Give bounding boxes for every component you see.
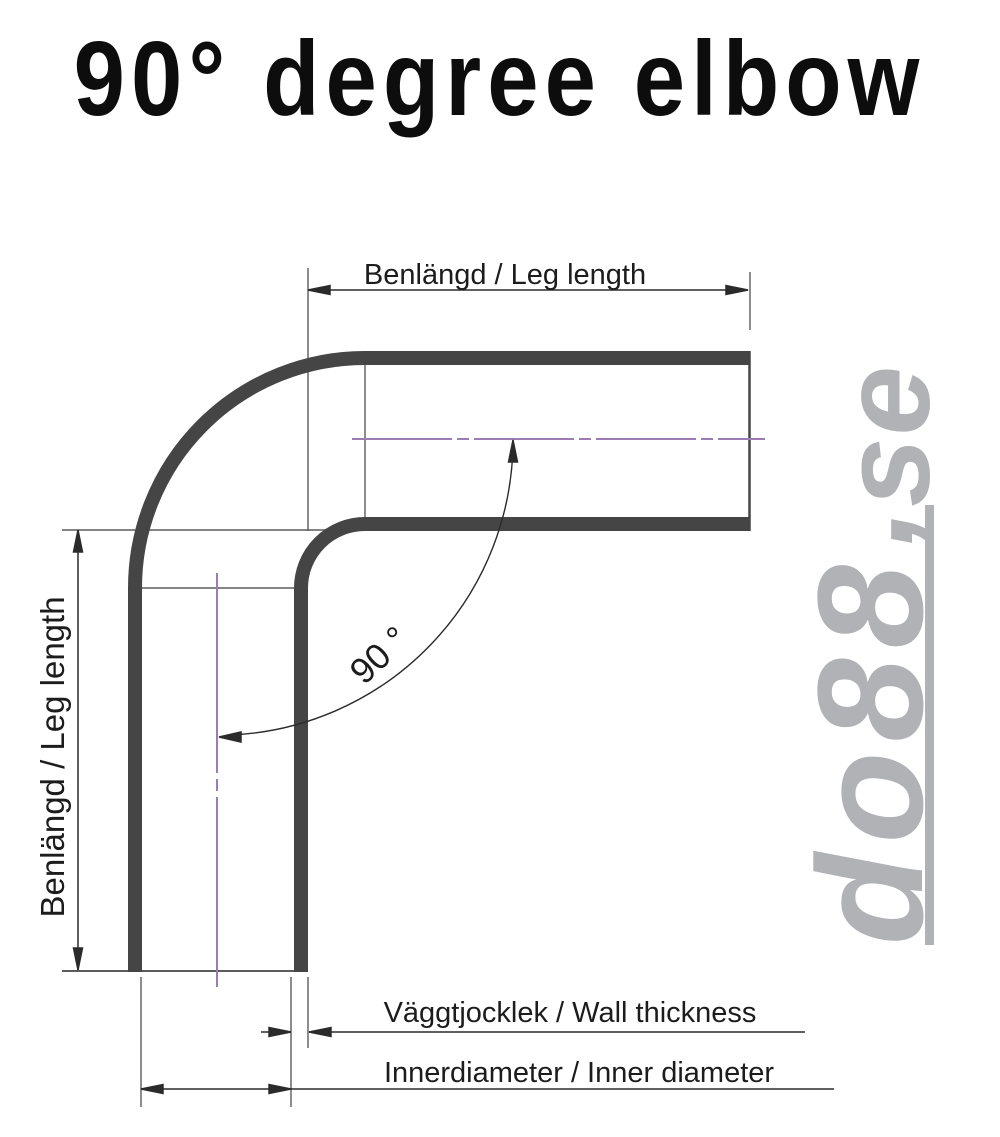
pipe-inner-wall	[294, 517, 750, 972]
dimension-lines	[72, 284, 834, 1095]
left-dim-top-arrowhead	[72, 529, 84, 553]
extension-lines	[62, 268, 751, 1107]
centerlines	[216, 438, 765, 987]
elbow-pipe	[128, 351, 751, 972]
angle-arc-top-arrowhead	[507, 439, 519, 463]
watermark-logo: do88 , se	[785, 364, 956, 945]
pipe-outer-wall	[128, 351, 750, 972]
watermark-dot-text: ,	[785, 507, 942, 548]
inner-diameter-left-arrowhead	[140, 1083, 164, 1095]
page-title: 90° degree elbow	[0, 26, 1000, 132]
dimension-labels: Benlängd / Leg length Benlängd / Leg len…	[34, 259, 774, 1089]
watermark-tld-text: se	[817, 364, 956, 507]
left-dim-bottom-arrowhead	[72, 947, 84, 971]
angle-label: 90 °	[341, 618, 416, 692]
angle-arc	[229, 439, 514, 736]
page-title-text: 90° degree elbow	[74, 20, 926, 138]
leg-length-left-label: Benlängd / Leg length	[34, 596, 71, 917]
leg-length-top-label: Benlängd / Leg length	[364, 259, 646, 291]
wall-thickness-left-arrowhead	[268, 1026, 292, 1038]
watermark-underline	[925, 505, 934, 945]
wall-thickness-right-arrowhead	[308, 1026, 332, 1038]
wall-thickness-label: Väggtjocklek / Wall thickness	[384, 997, 757, 1029]
inner-diameter-right-arrowhead	[268, 1083, 292, 1095]
top-dim-left-arrowhead	[307, 284, 331, 296]
inner-diameter-label: Innerdiameter / Inner diameter	[384, 1057, 774, 1089]
angle-arc-left-arrowhead	[218, 731, 242, 743]
top-dim-right-arrowhead	[725, 284, 749, 296]
